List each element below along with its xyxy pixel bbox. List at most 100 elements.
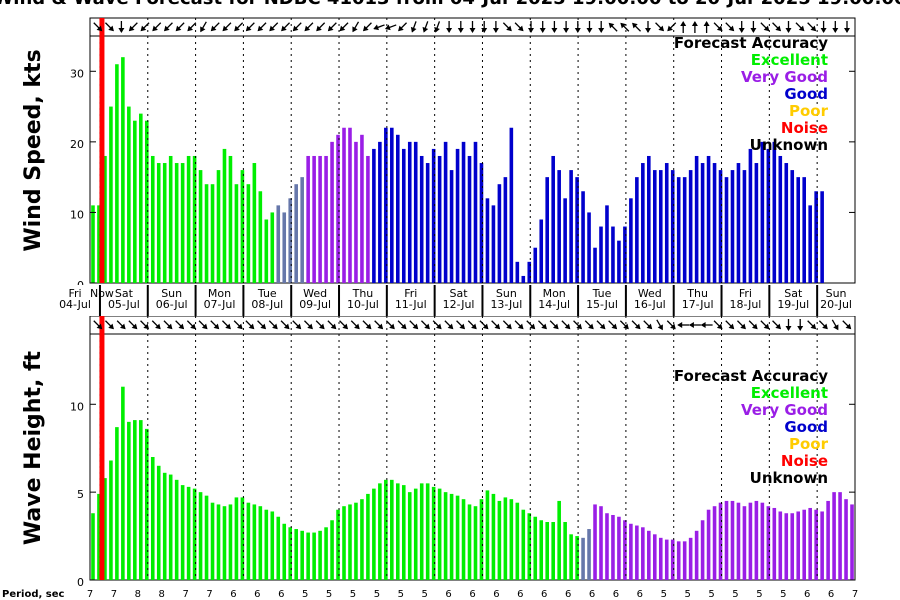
period-value: 8 bbox=[159, 589, 165, 600]
period-value: 5 bbox=[422, 589, 428, 600]
bar bbox=[276, 516, 281, 580]
day-label-date: 19-Jul bbox=[777, 298, 809, 311]
day-label-date: 10-Jul bbox=[347, 298, 379, 311]
bar bbox=[204, 184, 209, 283]
direction-arrow-head bbox=[389, 323, 395, 330]
direction-arrow bbox=[631, 320, 641, 330]
bar bbox=[629, 523, 633, 580]
bar bbox=[694, 155, 699, 283]
bar bbox=[844, 499, 848, 580]
day-label-date: 05-Jul bbox=[108, 298, 140, 311]
bar bbox=[730, 500, 735, 580]
y-axis-label: Wind Speed, kts bbox=[21, 49, 46, 251]
period-value: 6 bbox=[278, 589, 284, 600]
bar bbox=[605, 205, 609, 283]
bar bbox=[676, 177, 681, 283]
day-label-dow: Sat bbox=[115, 287, 134, 300]
direction-arrow-head bbox=[646, 323, 653, 330]
bar bbox=[796, 511, 801, 580]
day-label-date: 08-Jul bbox=[251, 298, 283, 311]
bar bbox=[342, 127, 346, 284]
bar bbox=[814, 509, 818, 580]
bar bbox=[127, 421, 131, 580]
period-value: 6 bbox=[493, 589, 499, 600]
direction-arrow bbox=[514, 22, 524, 32]
bar bbox=[569, 534, 573, 580]
direction-arrow-head bbox=[844, 28, 850, 33]
bar bbox=[276, 205, 281, 283]
bar bbox=[539, 219, 544, 283]
direction-arrow bbox=[481, 21, 488, 33]
legend-item: Noise bbox=[781, 452, 828, 470]
bar bbox=[330, 141, 334, 283]
direction-arrow-head bbox=[506, 25, 512, 32]
direction-arrow-head bbox=[810, 323, 817, 330]
direction-arrow bbox=[561, 320, 571, 330]
bar bbox=[533, 247, 538, 283]
bar bbox=[629, 198, 633, 283]
direction-arrow-head bbox=[716, 25, 723, 32]
direction-arrow bbox=[352, 21, 360, 33]
direction-arrow-head bbox=[564, 323, 571, 330]
y-tick-label: 5 bbox=[77, 488, 84, 501]
bar bbox=[724, 500, 729, 580]
bar bbox=[832, 492, 836, 580]
direction-arrow-head bbox=[304, 25, 311, 32]
bar bbox=[324, 527, 328, 580]
direction-arrow bbox=[502, 22, 512, 32]
direction-arrow-head bbox=[658, 25, 665, 32]
bar bbox=[419, 155, 424, 283]
bar bbox=[168, 155, 173, 283]
direction-arrow-head bbox=[751, 323, 758, 330]
direction-arrow-head bbox=[541, 323, 547, 330]
direction-arrow bbox=[281, 22, 291, 32]
bar bbox=[336, 509, 340, 580]
period-value: 5 bbox=[732, 589, 738, 600]
direction-arrow-head bbox=[680, 21, 687, 26]
bar bbox=[617, 516, 621, 580]
direction-arrow bbox=[655, 22, 665, 32]
legend-item: Excellent bbox=[751, 51, 828, 69]
bar bbox=[623, 226, 627, 283]
direction-arrow bbox=[632, 22, 642, 32]
direction-arrow-head bbox=[354, 323, 360, 330]
day-label-date: 04-Jul bbox=[59, 298, 91, 311]
direction-arrow bbox=[807, 22, 817, 32]
bar bbox=[515, 261, 520, 283]
direction-arrow bbox=[104, 22, 114, 32]
direction-arrow-head bbox=[539, 28, 546, 33]
bar bbox=[318, 155, 322, 283]
day-label-dow: Sat bbox=[450, 287, 469, 300]
bar bbox=[144, 428, 149, 580]
bar bbox=[372, 148, 376, 283]
now-label: Now bbox=[90, 287, 114, 300]
bar bbox=[449, 493, 454, 580]
bar bbox=[623, 520, 627, 580]
direction-arrow-head bbox=[245, 25, 252, 32]
direction-arrow bbox=[691, 21, 698, 33]
direction-arrow bbox=[469, 21, 476, 33]
bar bbox=[706, 155, 711, 283]
day-label-date: 16-Jul bbox=[634, 298, 666, 311]
direction-arrow bbox=[410, 21, 417, 33]
direction-arrow-head bbox=[330, 323, 337, 330]
y-tick-label: 10 bbox=[70, 400, 84, 413]
direction-arrow-head bbox=[551, 28, 558, 33]
bar bbox=[443, 492, 448, 580]
bar bbox=[778, 511, 783, 580]
period-value: 6 bbox=[445, 589, 451, 600]
period-value: 6 bbox=[565, 589, 571, 600]
bar bbox=[575, 177, 579, 283]
day-label-date: 17-Jul bbox=[682, 298, 714, 311]
bar bbox=[300, 530, 304, 580]
direction-arrow bbox=[128, 22, 138, 32]
direction-arrow-head bbox=[785, 28, 792, 33]
direction-arrow-head bbox=[201, 323, 208, 330]
direction-arrow bbox=[373, 24, 385, 31]
period-value: 5 bbox=[374, 589, 380, 600]
bar bbox=[407, 492, 412, 580]
direction-arrow bbox=[844, 21, 850, 33]
direction-arrow-head bbox=[645, 28, 651, 33]
direction-arrow bbox=[539, 21, 546, 33]
direction-arrow-head bbox=[108, 323, 114, 330]
